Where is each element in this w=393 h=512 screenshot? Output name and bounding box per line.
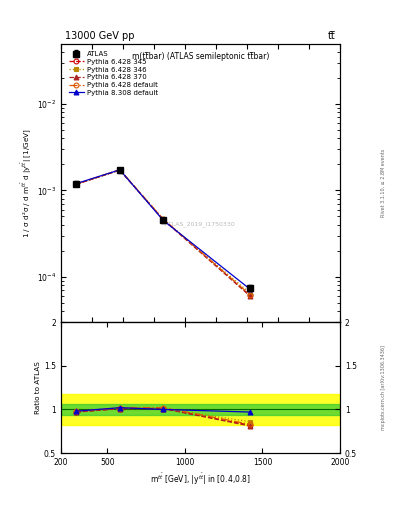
Bar — [61, 404, 340, 415]
Legend: ATLAS, Pythia 6.428 345, Pythia 6.428 346, Pythia 6.428 370, Pythia 6.428 defaul: ATLAS, Pythia 6.428 345, Pythia 6.428 34… — [67, 50, 159, 97]
Y-axis label: Ratio to ATLAS: Ratio to ATLAS — [35, 361, 41, 414]
Text: m(tt̅bar) (ATLAS semileptonic tt̅bar): m(tt̅bar) (ATLAS semileptonic tt̅bar) — [132, 52, 269, 61]
Y-axis label: 1 / σ d²σ / d m$^{t\bar{t}}$ d |y$^{t\bar{t}}$| [1/GeV]: 1 / σ d²σ / d m$^{t\bar{t}}$ d |y$^{t\ba… — [20, 128, 34, 238]
Text: Rivet 3.1.10, ≥ 2.8M events: Rivet 3.1.10, ≥ 2.8M events — [381, 148, 386, 217]
X-axis label: m$^{t\bar{t}}$ [GeV], |y$^{t\bar{t}}$| in [0.4,0.8]: m$^{t\bar{t}}$ [GeV], |y$^{t\bar{t}}$| i… — [150, 471, 251, 487]
Text: mcplots.cern.ch [arXiv:1306.3436]: mcplots.cern.ch [arXiv:1306.3436] — [381, 345, 386, 430]
Text: tt̅: tt̅ — [328, 31, 336, 41]
Text: ATLAS_2019_I1750330: ATLAS_2019_I1750330 — [165, 222, 236, 227]
Bar — [61, 394, 340, 425]
Text: 13000 GeV pp: 13000 GeV pp — [65, 31, 134, 41]
